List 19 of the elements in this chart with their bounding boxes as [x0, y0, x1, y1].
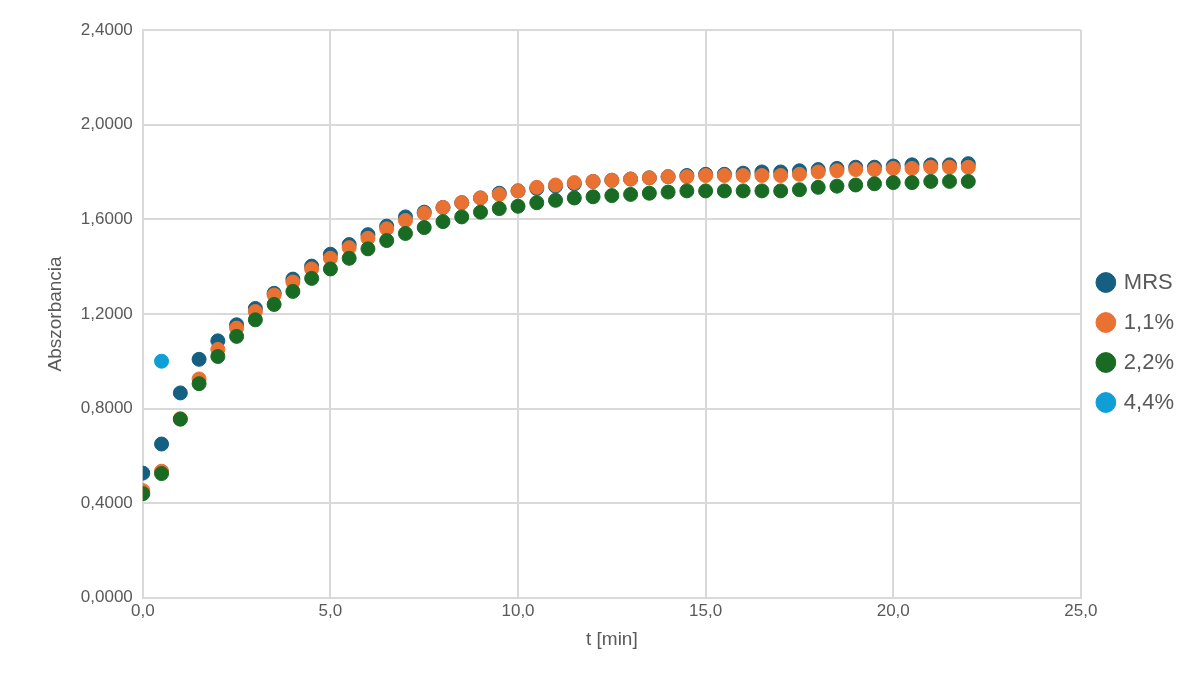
y-tick-label: 1,6000 — [80, 208, 133, 228]
legend-label: 4,4% — [1123, 388, 1175, 414]
x-tick-label: 25,0 — [1064, 600, 1098, 620]
y-tick-label: 2,0000 — [80, 114, 133, 134]
x-tick-label: 10,0 — [501, 600, 535, 620]
legend-label: 1,1% — [1123, 308, 1175, 334]
x-tick-label: 5,0 — [318, 600, 343, 620]
y-tick-label: 0,0000 — [80, 587, 133, 607]
x-tick-label: 15,0 — [689, 600, 723, 620]
x-tick-label: 0,0 — [130, 600, 155, 620]
y-tick-label: 1,2000 — [80, 303, 133, 323]
legend-label: 2,2% — [1123, 348, 1175, 374]
x-tick-label: 20,0 — [876, 600, 910, 620]
x-axis-title: t [min] — [585, 627, 638, 649]
y-tick-label: 0,4000 — [80, 492, 133, 512]
y-tick-label: 2,4000 — [80, 19, 133, 39]
legend-label: MRS — [1123, 268, 1173, 294]
y-axis-title: Abszorbancia — [43, 255, 65, 372]
y-tick-label: 0,8000 — [80, 398, 133, 418]
